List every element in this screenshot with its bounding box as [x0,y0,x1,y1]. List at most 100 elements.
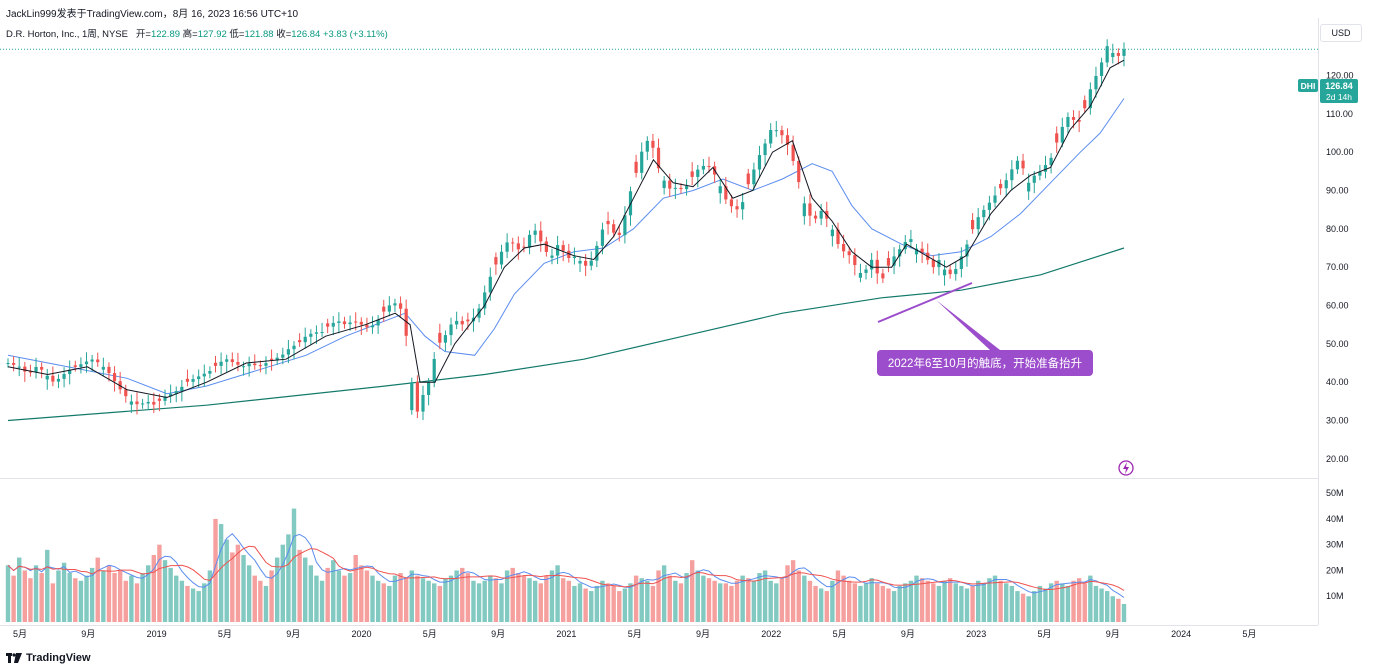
candle-body [931,259,935,268]
trendline-drawing[interactable] [877,282,973,323]
candle-body [684,186,689,190]
candle-body [572,256,577,258]
candle-body [634,161,638,173]
volume-bar [291,508,297,622]
candle-body [555,245,560,256]
candle-body [488,276,492,293]
candle-body [129,401,133,405]
candle-body [337,321,341,323]
volume-bar [213,518,218,622]
candle-body [185,378,190,382]
volume-bar [841,575,846,622]
volume-bar [583,588,588,622]
candle-body [561,245,565,251]
time-axis[interactable]: 5月 9月 2019 5月 9月 2020 5月 9月 2021 5月 9月 2022 5月 9月 2023… [13,629,1256,639]
candle-body [359,321,363,325]
volume-bar [1076,578,1082,622]
volume-bar [168,567,173,622]
volume-bar [437,585,443,622]
volume-tick-label: 10M [1326,591,1344,601]
volume-bar [1088,575,1093,622]
candle-body [320,332,324,334]
volume-bar [263,585,269,622]
candle-body [6,363,10,364]
volume-bar [572,585,577,622]
candle-body [718,186,722,194]
candle-body [584,260,588,266]
candle-body [56,378,61,382]
candle-body [645,140,649,152]
candle-body [533,230,537,235]
volume-bar [353,555,358,622]
candle-body [309,333,313,337]
tradingview-logo[interactable]: TradingView [6,652,91,664]
volume-bar [869,578,874,622]
candle-body [23,366,27,372]
candle-body [264,363,268,366]
volume-bar [723,583,729,622]
candle-body [651,140,655,148]
time-tick-label: 9月 [491,629,505,639]
volume-ma-line [7,545,1125,591]
price-tick-label: 70.00 [1326,262,1349,272]
volume-bar [387,585,392,622]
volume-bar [1015,591,1020,622]
volume-bar [235,544,241,622]
volume-bar [897,585,902,622]
volume-bar [224,539,229,622]
volume-bar [1009,585,1015,622]
candle-body [752,169,756,185]
candle-body [107,366,111,374]
volume-bar [959,585,964,622]
volume-bar [319,580,325,622]
volume-bar [409,570,414,622]
candle-body [741,202,745,210]
volume-bar [1060,583,1065,622]
lightning-icon[interactable] [1118,460,1134,476]
volume-bar [964,588,970,622]
candle-body [438,332,442,343]
candle-body [73,365,77,367]
candle-body [298,340,302,343]
volume-bar [987,578,992,622]
candle-body [612,224,616,233]
currency-button[interactable]: USD [1320,24,1362,42]
tradingview-logo-icon [6,653,22,663]
time-tick-label: 5月 [1242,629,1256,639]
time-tick-label: 9月 [696,629,710,639]
legend-symbol: D.R. Horton, Inc., 1周, NYSE [6,29,128,40]
volume-bar [432,583,437,622]
candle-body [544,241,548,252]
volume-bar [718,583,723,622]
candle-body [342,321,347,325]
candle-body [595,245,599,261]
time-tick-label: 9月 [1106,629,1120,639]
volume-bar [308,565,314,622]
volume-bars [5,508,1127,622]
candle-body [965,244,969,257]
volume-bar [1065,585,1071,622]
callout-text: 2022年6至10月的触底，开始准备抬升 [888,356,1082,370]
volume-bar [190,588,196,622]
candle-body [858,272,863,278]
volume-tick-label: 20M [1326,565,1344,575]
volume-bar [757,573,762,622]
volume-bar [847,580,852,622]
legend-close-label: 收= [276,29,292,40]
candle-body [1077,119,1081,122]
time-tick-label: 5月 [13,629,27,639]
volume-bar [740,575,745,622]
candle-body [213,362,218,366]
volume-bar [347,573,353,622]
candle-body [1122,49,1126,56]
candle-body [662,180,666,189]
volume-bar [134,583,140,622]
volume-bar [712,580,717,622]
volume-bar [785,565,790,622]
price-axis[interactable]: 20.00 30.00 40.00 50.00 60.00 70.00 80.00 90.00… [1326,32,1354,464]
volume-bar [796,570,801,622]
candle-body [954,269,958,275]
symbol-legend[interactable]: D.R. Horton, Inc., 1周, NYSE 开=122.89 高=1… [6,26,388,40]
callout-box[interactable] [877,350,1093,376]
